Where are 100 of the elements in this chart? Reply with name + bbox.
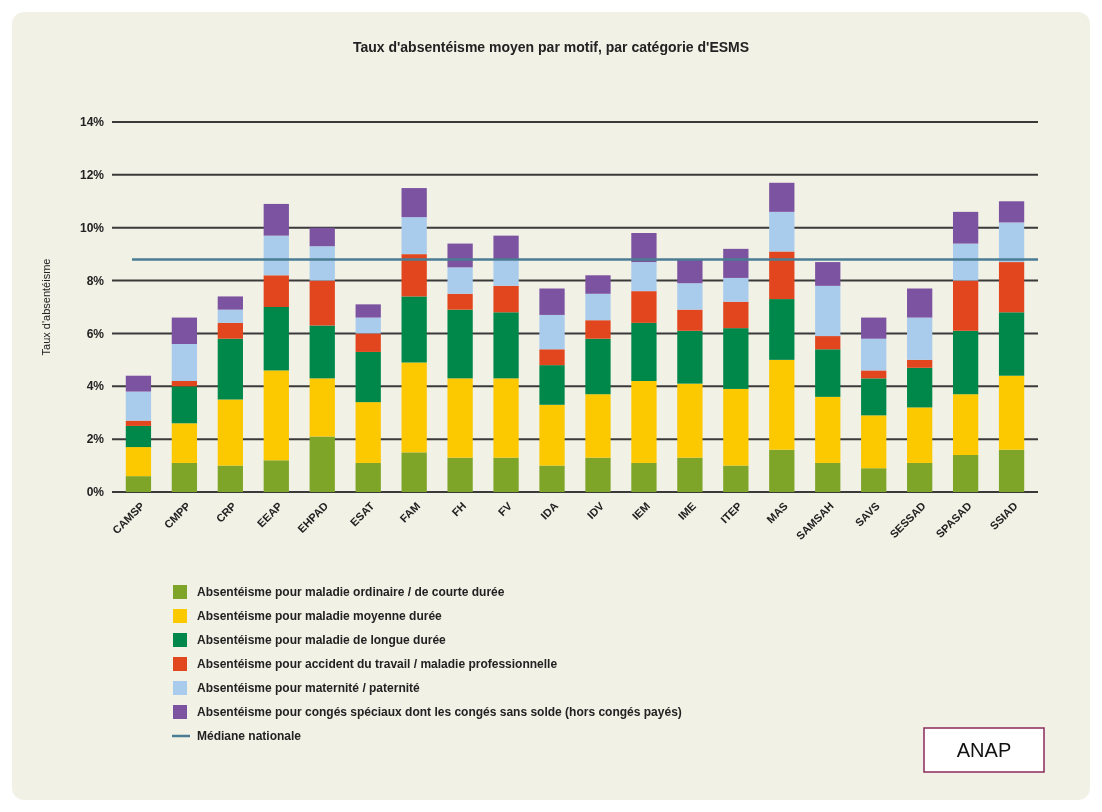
bar bbox=[401, 254, 427, 297]
bar bbox=[677, 330, 703, 384]
bar bbox=[998, 449, 1025, 492]
bar bbox=[861, 370, 887, 379]
legend-label: Absentéisme pour congés spéciaux dont les congés sans solde (hors congés payés) bbox=[197, 705, 682, 720]
bar bbox=[125, 425, 152, 448]
bar bbox=[263, 203, 289, 236]
bar bbox=[723, 301, 749, 329]
bar bbox=[998, 222, 1025, 263]
bar bbox=[631, 262, 657, 292]
bar bbox=[723, 388, 749, 466]
bar bbox=[263, 370, 289, 461]
bar bbox=[539, 465, 565, 492]
bar bbox=[815, 396, 841, 463]
bar bbox=[539, 288, 565, 315]
bar bbox=[952, 280, 979, 331]
bar bbox=[815, 462, 841, 492]
bar bbox=[815, 285, 841, 337]
bar bbox=[539, 314, 565, 350]
bar bbox=[723, 277, 749, 302]
y-tick-label: 14% bbox=[79, 115, 105, 130]
bar bbox=[539, 349, 565, 366]
x-tick-label: FV bbox=[495, 499, 515, 519]
x-tick-label: IME bbox=[675, 499, 699, 522]
bar bbox=[125, 476, 152, 492]
bar bbox=[677, 309, 703, 331]
bar bbox=[539, 365, 565, 405]
legend-label: Absentéisme pour maladie ordinaire / de courte durée bbox=[197, 585, 505, 600]
bar bbox=[952, 243, 979, 281]
bar bbox=[769, 182, 795, 212]
bar bbox=[171, 381, 198, 387]
legend-label: Absentéisme pour maladie moyenne durée bbox=[197, 609, 443, 624]
bar bbox=[769, 299, 795, 360]
bar bbox=[355, 304, 381, 318]
bar bbox=[907, 407, 933, 463]
bar bbox=[171, 386, 198, 424]
bar bbox=[861, 378, 887, 416]
text: ANAP bbox=[956, 739, 1012, 761]
bar bbox=[309, 325, 335, 379]
bar bbox=[585, 338, 611, 395]
bar bbox=[998, 201, 1025, 223]
bar bbox=[125, 375, 152, 392]
bar bbox=[861, 317, 887, 339]
bar bbox=[309, 227, 335, 247]
bar bbox=[677, 283, 703, 310]
bar bbox=[493, 259, 519, 286]
x-tick-label: FH bbox=[449, 499, 469, 519]
bar bbox=[631, 233, 657, 263]
bar bbox=[998, 312, 1025, 376]
bar bbox=[309, 246, 335, 281]
bar bbox=[309, 280, 335, 326]
x-tick-label: IEM bbox=[629, 499, 653, 522]
bar bbox=[907, 317, 933, 360]
bar bbox=[815, 336, 841, 350]
bar bbox=[907, 359, 933, 368]
bar bbox=[401, 362, 427, 453]
bar bbox=[585, 457, 611, 492]
bar bbox=[723, 328, 749, 389]
bar bbox=[217, 338, 243, 400]
bar bbox=[631, 291, 657, 323]
bar bbox=[355, 333, 381, 352]
bar bbox=[263, 275, 289, 307]
bar bbox=[125, 391, 152, 421]
y-axis-title: Taux d'absentéisme bbox=[40, 258, 52, 356]
bar bbox=[493, 312, 519, 379]
legend-label: Absentéisme pour accident du travail / maladie professionnelle bbox=[197, 657, 558, 672]
bar bbox=[309, 378, 335, 437]
bar bbox=[171, 317, 198, 344]
bar bbox=[493, 285, 519, 313]
bar bbox=[631, 381, 657, 463]
bar bbox=[217, 296, 243, 310]
bar bbox=[263, 235, 289, 276]
y-tick-label: 12% bbox=[79, 168, 105, 183]
y-tick-label: 6% bbox=[86, 326, 105, 341]
bar bbox=[769, 211, 795, 252]
y-tick-label: 8% bbox=[86, 273, 105, 288]
bar bbox=[447, 378, 473, 458]
bar bbox=[217, 322, 243, 339]
bar bbox=[769, 251, 795, 300]
bar bbox=[401, 188, 427, 218]
legend-label: Médiane nationale bbox=[197, 729, 302, 744]
bar bbox=[539, 404, 565, 466]
bar bbox=[631, 462, 657, 492]
bar bbox=[263, 307, 289, 371]
y-tick-label: 4% bbox=[86, 379, 105, 394]
bar bbox=[355, 351, 381, 403]
bar bbox=[447, 309, 473, 379]
legend-label: Absentéisme pour maladie de longue durée bbox=[197, 633, 447, 648]
bar bbox=[217, 309, 243, 323]
bar bbox=[677, 259, 703, 284]
x-tick-label: IDA bbox=[538, 499, 561, 522]
bar bbox=[263, 460, 289, 492]
x-tick-label: IDV bbox=[584, 499, 607, 522]
bar bbox=[401, 217, 427, 255]
bar bbox=[952, 330, 979, 395]
bar bbox=[447, 267, 473, 294]
bar bbox=[493, 378, 519, 458]
bar bbox=[355, 317, 381, 334]
bar bbox=[585, 275, 611, 294]
bar bbox=[861, 338, 887, 371]
